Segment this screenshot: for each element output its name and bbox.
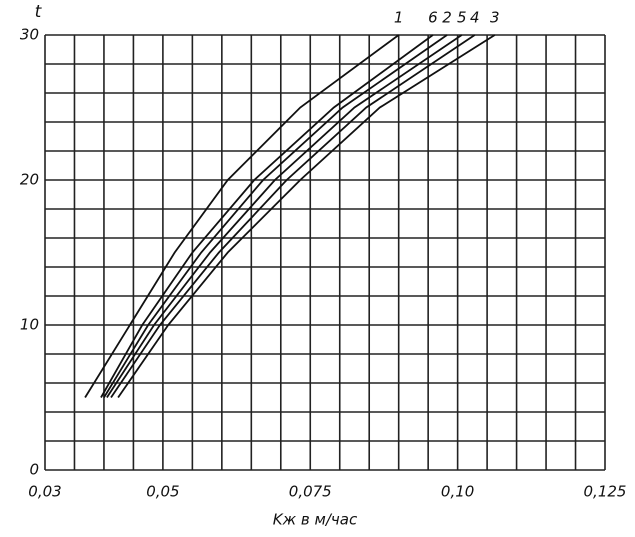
y-tick-label: 0 bbox=[29, 461, 39, 479]
curve bbox=[117, 34, 496, 399]
x-tick-label: 0,03 bbox=[28, 483, 61, 501]
curve bbox=[84, 34, 400, 398]
y-tick-label: 10 bbox=[20, 316, 39, 334]
curve-label: 3 bbox=[490, 9, 500, 27]
curve bbox=[100, 34, 434, 398]
curve-label: 2 bbox=[442, 9, 452, 27]
curve bbox=[103, 34, 448, 398]
x-axis-label: Kж в м/час bbox=[273, 511, 358, 529]
x-tick-label: 0,10 bbox=[441, 483, 474, 501]
y-axis-label: t bbox=[35, 2, 43, 22]
y-tick-label: 20 bbox=[20, 171, 39, 189]
curve-label: 6 bbox=[428, 9, 438, 27]
curve bbox=[110, 34, 476, 399]
x-tick-label: 0,125 bbox=[584, 483, 627, 501]
y-tick-label: 30 bbox=[20, 26, 39, 44]
curve-label: 1 bbox=[394, 9, 404, 27]
x-tick-label: 0,05 bbox=[146, 483, 179, 501]
curve bbox=[106, 34, 463, 398]
x-tick-label: 0,075 bbox=[289, 483, 332, 501]
curve-label: 4 bbox=[470, 9, 480, 27]
curve-label: 5 bbox=[457, 9, 467, 27]
